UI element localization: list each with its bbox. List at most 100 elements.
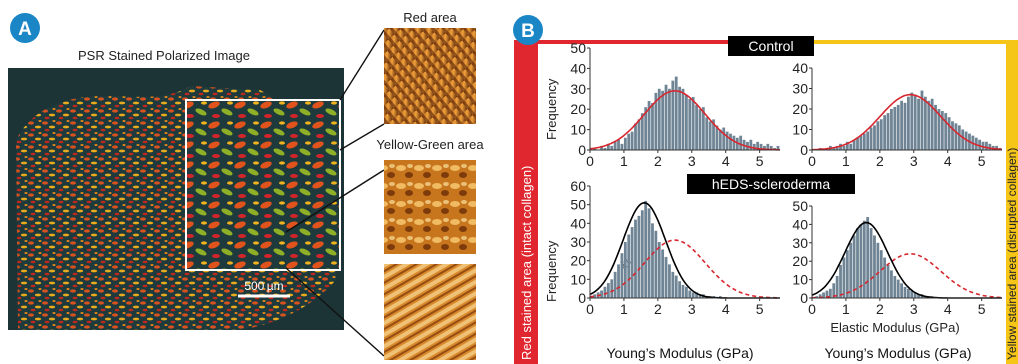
x-axis-label-inner: Elastic Modulus (GPa) xyxy=(830,320,959,335)
histogram-bar xyxy=(876,242,880,298)
histogram-bar xyxy=(910,92,914,150)
y-axis-label-bottom: Frequency xyxy=(544,240,559,302)
x-tick-label: 0 xyxy=(586,153,594,169)
scale-bar-label: 500 µm xyxy=(244,279,283,293)
connector-line xyxy=(285,267,385,357)
histogram-bar xyxy=(739,135,743,150)
y-tick-label: 40 xyxy=(570,60,586,76)
histogram-bar xyxy=(613,141,617,150)
panel-b-badge xyxy=(513,15,543,45)
histogram-bar xyxy=(657,242,661,298)
histogram-bar xyxy=(876,121,880,150)
histogram-bar xyxy=(603,286,607,298)
y-tick-label: 10 xyxy=(792,272,808,288)
histogram-bar xyxy=(671,80,675,150)
histogram-bar xyxy=(907,96,910,150)
histogram-bar xyxy=(759,143,763,150)
histogram-bar xyxy=(691,96,695,150)
histogram-bar xyxy=(835,145,839,150)
histogram-bar xyxy=(883,115,887,150)
histogram-bar xyxy=(873,125,876,150)
histogram-bar xyxy=(593,294,597,298)
top-bar-yellow xyxy=(770,40,1008,44)
histogram-bar xyxy=(862,133,866,150)
histogram-bar xyxy=(664,84,668,150)
histogram-bar xyxy=(845,141,849,150)
panel-b: Red stained area (intact collagen) Yello… xyxy=(513,15,1018,364)
histogram-bar xyxy=(832,283,836,298)
x-axis-label-right: Young’s Modulus (GPa) xyxy=(824,345,971,361)
x-tick-label: 3 xyxy=(910,153,918,169)
side-label-red: Red stained area (intact collagen) xyxy=(519,166,534,360)
histogram-bar xyxy=(691,292,695,298)
histogram-bar xyxy=(725,131,729,150)
x-tick-label: 4 xyxy=(944,301,952,317)
histogram-bar xyxy=(903,102,907,150)
afm-extra-area xyxy=(384,264,476,360)
histogram-bar xyxy=(917,294,920,298)
x-tick-label: 4 xyxy=(722,153,730,169)
y-tick-label: 50 xyxy=(570,197,586,213)
histogram-bar xyxy=(674,76,678,150)
histogram-bar xyxy=(647,101,651,150)
reference-fit-curve xyxy=(811,252,1003,299)
histogram-bar xyxy=(695,105,698,150)
histogram-bar xyxy=(722,127,726,150)
histogram-bar xyxy=(825,290,829,298)
yellow-green-area-label: Yellow-Green area xyxy=(376,137,484,152)
histogram-bar xyxy=(927,100,931,150)
x-tick-label: 4 xyxy=(944,153,952,169)
histogram-bar xyxy=(674,275,678,298)
histogram-bar xyxy=(920,90,924,150)
histogram-bar xyxy=(930,98,934,150)
histogram-bar xyxy=(957,125,961,150)
histogram-bar xyxy=(630,227,634,298)
histogram-bar xyxy=(668,88,671,150)
histogram-bar xyxy=(828,288,832,298)
y-tick-label: 50 xyxy=(792,198,808,214)
histogram-bar xyxy=(630,131,634,150)
x-tick-label: 1 xyxy=(842,301,850,317)
x-tick-label: 2 xyxy=(876,153,884,169)
histogram-bar xyxy=(859,135,863,150)
histogram-bar xyxy=(640,210,644,298)
histogram-bar xyxy=(715,125,719,150)
histogram-bar xyxy=(634,123,637,150)
histogram-bar xyxy=(896,279,900,298)
histogram-bar xyxy=(756,141,760,150)
y-tick-label: 0 xyxy=(800,142,808,158)
fit-curve xyxy=(589,90,781,151)
histogram-bar xyxy=(890,270,893,298)
y-tick-label: 40 xyxy=(570,215,586,231)
histogram-bar xyxy=(883,257,887,298)
top-bar-red xyxy=(518,40,770,44)
histogram-bar xyxy=(869,228,873,298)
histogram-bar xyxy=(695,292,698,298)
x-tick-label: 3 xyxy=(910,301,918,317)
histogram-bar xyxy=(637,119,641,150)
histogram-bar xyxy=(685,94,688,150)
histogram-bar xyxy=(661,90,665,150)
panel-a: A PSR Stained Polarized Image 500 µm Red… xyxy=(8,10,484,360)
histogram-bar xyxy=(907,288,910,298)
y-tick-label: 0 xyxy=(578,290,586,306)
x-tick-label: 1 xyxy=(620,153,628,169)
histogram-bar xyxy=(910,290,914,298)
y-tick-label: 50 xyxy=(570,40,586,56)
x-tick-label: 1 xyxy=(620,301,628,317)
y-tick-label: 40 xyxy=(792,60,808,76)
histogram-bar xyxy=(839,264,842,298)
histogram-bar xyxy=(685,286,688,298)
y-tick-label: 10 xyxy=(570,271,586,287)
x-axis-label-left: Young’s Modulus (GPa) xyxy=(606,345,753,361)
side-label-yellow: Yellow stained area (disrupted collagen) xyxy=(1005,148,1018,360)
histogram-bar xyxy=(835,275,839,298)
connector-line xyxy=(339,29,385,101)
histogram-bar xyxy=(988,143,992,150)
y-axis-label-top: Frequency xyxy=(544,78,559,140)
histogram-bar xyxy=(978,139,982,150)
histogram-bar xyxy=(651,223,654,298)
x-tick-label: 5 xyxy=(978,301,986,317)
histogram-bar xyxy=(985,141,988,150)
